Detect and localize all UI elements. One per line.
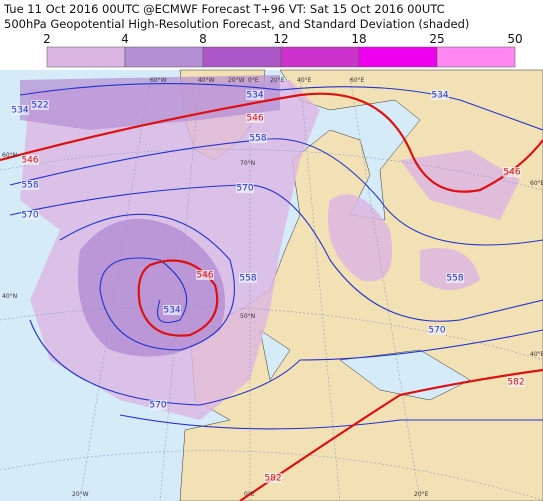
geo-label: 20°W — [72, 491, 89, 498]
contour-label-bg — [196, 270, 214, 280]
colorbar-segment — [124, 46, 204, 68]
colorbar-label: 25 — [429, 32, 444, 46]
geo-label: 20°W — [228, 77, 245, 84]
colorbar-segment — [280, 46, 360, 68]
contour-label-bg — [507, 377, 525, 387]
colorbar-segment — [202, 46, 282, 68]
colorbar-segment — [436, 46, 516, 68]
colorbar-label: 2 — [43, 32, 51, 46]
geo-label: 60°E — [530, 180, 543, 187]
geo-label: 70°N — [240, 160, 255, 167]
contour-label: 582 — [264, 474, 281, 484]
contour-label-bg — [21, 180, 39, 190]
geo-label: 60°E — [350, 77, 365, 84]
contour-label-bg — [264, 473, 282, 483]
shading — [78, 218, 225, 357]
contour-label-bg — [246, 90, 264, 100]
contour-label-bg — [149, 400, 167, 410]
contour-label-bg — [428, 325, 446, 335]
colorbar-label: 50 — [507, 32, 522, 46]
contour-label: 546 — [246, 114, 263, 124]
geo-label: 50°N — [240, 313, 255, 320]
contour-label-bg — [249, 133, 267, 143]
contour-label: 546 — [503, 168, 520, 178]
contour-label: 534 — [11, 106, 28, 116]
contour-label-bg — [431, 90, 449, 100]
colorbar-label: 8 — [199, 32, 207, 46]
contour-label-bg — [21, 155, 39, 165]
contour-label: 546 — [196, 271, 213, 281]
geo-label: 60°W — [150, 77, 167, 84]
labels: 60°W 40°W 20°W 0°E 20°E 40°E 60°E60°N40°N60°E4… — [2, 77, 543, 498]
contour-label-bg — [239, 273, 257, 283]
colorbar: 2 4 8 12 18 25 50 — [43, 32, 523, 68]
geo-label: 0°E — [244, 491, 255, 498]
contour-label: 570 — [236, 184, 253, 194]
contour-label: 558 — [21, 181, 38, 191]
contour-label: 570 — [149, 401, 166, 411]
header-line: 500hPa Geopotential High-Resolution Fore… — [4, 17, 469, 31]
geo-label: 40°N — [2, 293, 17, 300]
colorbar-label: 12 — [273, 32, 288, 46]
map-area — [0, 69, 543, 501]
contour-label: 570 — [428, 326, 445, 336]
contours — [9, 83, 543, 430]
contour-label-bg — [163, 305, 181, 315]
contour-label-bg — [503, 167, 521, 177]
colorbar-label: 18 — [351, 32, 366, 46]
graticule — [0, 77, 543, 501]
shading — [328, 150, 520, 290]
header-line: Tue 11 Oct 2016 00UTC @ECMWF Forecast T+… — [3, 2, 445, 16]
contours — [0, 92, 543, 501]
contour-label-bg — [31, 100, 49, 110]
geo-label: 0°E — [248, 77, 259, 84]
contour-label: 558 — [239, 274, 256, 284]
contour-label-bg — [246, 113, 264, 123]
contour-label: 546 — [21, 156, 38, 166]
contour-label: 534 — [163, 306, 180, 316]
contour-label-bg — [21, 210, 39, 220]
contour-label: 522 — [31, 101, 48, 111]
contour-label-bg — [446, 273, 464, 283]
geo-label: 20°E — [270, 77, 285, 84]
geo-label: 40°W — [198, 77, 215, 84]
contour-label: 582 — [507, 378, 524, 388]
geo-label: 20°E — [414, 491, 429, 498]
contour-label: 558 — [249, 134, 266, 144]
contour-label: 558 — [446, 274, 463, 284]
contour-label-bg — [11, 105, 29, 115]
contour-label: 534 — [246, 91, 263, 101]
shading — [20, 75, 280, 130]
geo-label: 40°E — [297, 77, 312, 84]
geo-label: 40°E — [530, 351, 543, 358]
contour-label-bg — [236, 183, 254, 193]
colorbar-label: 4 — [121, 32, 129, 46]
sea — [259, 329, 471, 401]
geo-label: 60°N — [2, 152, 17, 159]
colorbar-segment — [46, 46, 126, 68]
contour-label: 534 — [431, 91, 448, 101]
contour-label: 570 — [21, 211, 38, 221]
colorbar-segment — [358, 46, 438, 68]
